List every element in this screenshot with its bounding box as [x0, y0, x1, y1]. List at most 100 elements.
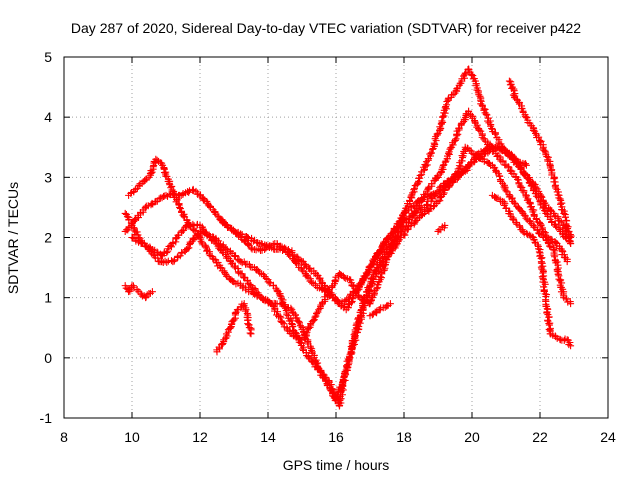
data-point-fill [304, 338, 312, 346]
data-point-fill [553, 267, 561, 275]
data-point [560, 209, 568, 217]
data-point-fill [326, 385, 334, 393]
data-point-fill [308, 278, 316, 286]
data-point-fill [502, 187, 510, 195]
data-point-fill [416, 171, 424, 179]
data-point-fill [167, 243, 175, 251]
data-point-fill [178, 248, 186, 256]
data-point-fill [309, 317, 317, 325]
data-point-fill [462, 69, 470, 77]
data-point-fill [535, 245, 543, 253]
data-point [196, 234, 204, 241]
data-point-fill [554, 270, 562, 278]
data-point-fill [565, 341, 573, 349]
data-point-fill [522, 160, 530, 168]
data-point-fill [543, 153, 551, 161]
x-tick-label: 8 [60, 429, 68, 445]
data-point-fill [314, 363, 322, 371]
data-point [176, 203, 184, 211]
data-point-fill [311, 313, 319, 321]
data-point-fill [436, 193, 444, 201]
data-point-fill [437, 124, 445, 132]
data-point-fill [143, 291, 151, 299]
data-point-fill [553, 258, 561, 266]
data-point-fill [422, 162, 430, 170]
data-point-fill [401, 216, 409, 224]
data-point-fill [538, 273, 546, 281]
data-point-fill [427, 149, 435, 157]
data-point [519, 227, 527, 235]
x-tick-label: 10 [124, 429, 140, 445]
data-point-fill [242, 306, 250, 314]
data-point-fill [455, 124, 463, 132]
data-point-fill [295, 318, 303, 326]
y-tick-label: 5 [44, 49, 52, 65]
data-point [567, 240, 575, 248]
data-point-fill [361, 297, 369, 305]
data-point [522, 161, 530, 169]
data-point-fill [246, 263, 254, 271]
data-point-fill [230, 316, 238, 324]
data-point-fill [540, 228, 548, 236]
data-point-fill [367, 274, 375, 282]
data-point-fill [407, 219, 415, 227]
data-point-fill [147, 201, 155, 209]
data-point-fill [283, 324, 291, 332]
data-point-fill [451, 136, 459, 144]
data-point-fill [348, 282, 356, 290]
data-point-fill [534, 241, 542, 249]
data-point-fill [411, 185, 419, 193]
x-axis-label: GPS time / hours [283, 457, 390, 473]
data-point-fill [443, 178, 451, 186]
x-tick-label: 18 [396, 429, 412, 445]
data-point-fill [383, 235, 391, 243]
data-point-fill [249, 237, 257, 245]
data-points [121, 65, 575, 410]
data-point-fill [556, 217, 564, 225]
data-point-fill [383, 302, 391, 310]
data-point-fill [347, 343, 355, 351]
data-point-fill [496, 172, 504, 180]
data-point-fill [380, 262, 388, 270]
data-point-fill [545, 325, 553, 333]
data-point-fill [406, 212, 414, 220]
data-point-fill [130, 224, 138, 232]
x-tick-label: 16 [328, 429, 344, 445]
data-point-fill [481, 150, 489, 158]
data-point-fill [299, 345, 307, 353]
data-point [567, 234, 575, 241]
data-point-fill [457, 157, 465, 165]
data-point-fill [296, 319, 304, 327]
data-point-fill [421, 191, 429, 199]
data-point-fill [371, 308, 379, 316]
data-point-fill [409, 189, 417, 197]
y-tick-label: 4 [44, 109, 52, 125]
data-point-fill [341, 297, 349, 305]
data-point-fill [541, 207, 549, 215]
data-point-fill [545, 242, 553, 250]
data-point-fill [492, 130, 500, 138]
data-point-fill [294, 317, 302, 325]
data-point-fill [439, 190, 447, 198]
data-point-fill [482, 110, 490, 118]
data-point-fill [410, 211, 418, 219]
data-point-fill [538, 193, 546, 201]
data-point-fill [389, 240, 397, 248]
data-point-fill [163, 258, 171, 266]
y-tick-label: 3 [44, 169, 52, 185]
data-point [567, 342, 575, 350]
data-point-fill [283, 311, 291, 319]
data-point-fill [190, 234, 198, 242]
data-point-fill [344, 357, 352, 365]
data-point-fill [178, 227, 186, 235]
data-point-fill [238, 270, 246, 278]
data-point-fill [331, 277, 339, 285]
data-point-fill [271, 307, 279, 315]
data-point-fill [509, 153, 517, 161]
data-point [563, 258, 571, 266]
data-point-fill [541, 147, 549, 155]
data-point-fill [442, 103, 450, 111]
data-point-fill [520, 211, 528, 219]
y-tick-label: 0 [44, 350, 52, 366]
data-point-fill [486, 146, 494, 154]
